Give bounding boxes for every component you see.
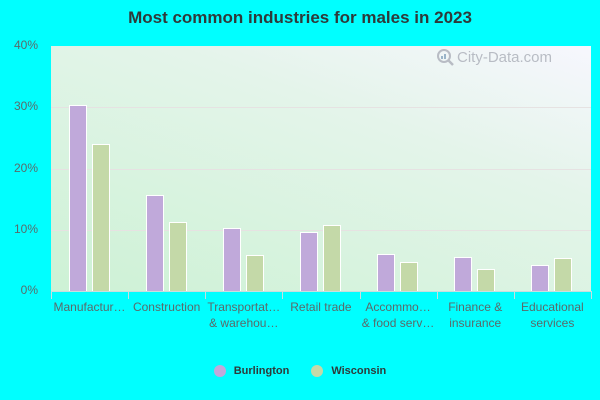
x-tick [282, 291, 284, 299]
bar-wisconsin[interactable] [323, 224, 341, 291]
legend-label: Wisconsin [331, 365, 387, 377]
watermark: City-Data.com [436, 48, 552, 66]
legend-dot-icon [311, 365, 324, 377]
bar-burlington[interactable] [300, 232, 318, 291]
x-category-label: Finance & insurance [448, 300, 503, 330]
bar-wisconsin[interactable] [400, 262, 419, 291]
x-tick [513, 291, 515, 299]
bar-wisconsin[interactable] [91, 144, 110, 291]
bar-wisconsin[interactable] [245, 254, 264, 291]
bar-burlington[interactable] [377, 254, 396, 291]
watermark-text: City-Data.com [457, 48, 553, 66]
bar-wisconsin[interactable] [554, 257, 573, 291]
plot-area: City-Data.com [51, 46, 591, 291]
y-tick-label: 10% [13, 221, 38, 236]
legend-dot-icon [213, 365, 226, 377]
legend-item-burlington[interactable]: Burlington [213, 365, 290, 377]
bar-burlington[interactable] [145, 194, 164, 291]
x-category-label: Manufactur… [53, 300, 126, 314]
bar-burlington[interactable] [454, 256, 473, 291]
gridline [51, 107, 591, 109]
bar-burlington[interactable] [531, 265, 550, 291]
x-category-label: Educational services [520, 300, 584, 330]
x-tick [51, 291, 52, 299]
bar-wisconsin[interactable] [477, 268, 496, 291]
chart-title: Most common industries for males in 2023 [128, 8, 472, 27]
bar-wisconsin[interactable] [168, 221, 187, 291]
magnifier-chart-icon [437, 49, 454, 66]
legend: Burlington Wisconsin [0, 365, 600, 377]
x-tick [359, 291, 361, 299]
x-tick [205, 291, 207, 299]
x-axis [51, 291, 591, 292]
y-tick-label: 40% [13, 38, 38, 52]
legend-item-wisconsin[interactable]: Wisconsin [311, 365, 386, 377]
y-tick-label: 20% [13, 160, 38, 175]
x-category-label: Retail trade [290, 300, 352, 314]
x-tick [128, 291, 130, 299]
gridline [51, 168, 591, 170]
x-tick [591, 291, 592, 299]
y-tick-label: 30% [13, 99, 38, 114]
x-category-label: Accommo… & food serv… [361, 300, 435, 330]
bar-burlington[interactable] [222, 227, 241, 291]
legend-label: Burlington [233, 365, 290, 377]
bar-burlington[interactable] [68, 104, 87, 291]
gridline [51, 229, 591, 231]
x-category-label: Transportat… & warehou… [207, 300, 281, 330]
y-tick-label: 0% [20, 283, 38, 297]
x-tick [436, 291, 438, 299]
x-category-label: Construction [132, 300, 201, 314]
